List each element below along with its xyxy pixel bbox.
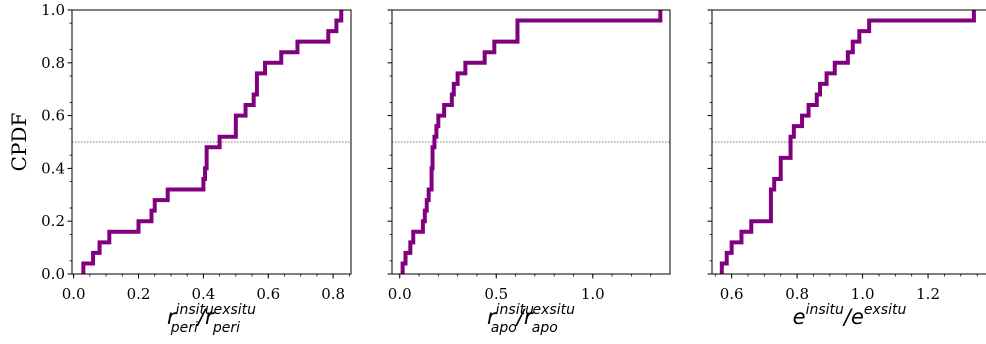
y-tick-label: 0.8 [41, 54, 65, 72]
y-tick-label: 0.0 [41, 265, 65, 283]
x-tick-label: 0.8 [321, 285, 345, 303]
x-tick-label: 0.4 [191, 285, 215, 303]
x-tick-label: 0.8 [785, 285, 809, 303]
axes-frame [712, 10, 986, 274]
panel-1: 0.0 0.2 0.4 0.6 0.8 1.0 0.0 0.2 0.4 0.6 0.8 CPDF rin… [7, 1, 351, 336]
y-axis-label: CPDF [7, 113, 31, 172]
x-tick-label: 1.0 [581, 285, 605, 303]
x-tick-label: 0.0 [388, 285, 412, 303]
y-tick-label: 0.2 [41, 212, 65, 230]
x-tick-label: 1.2 [916, 285, 940, 303]
x-tick-label: 1.0 [851, 285, 875, 303]
cpdf-step-line [83, 10, 341, 274]
y-tick-label: 0.4 [41, 159, 65, 177]
x-tick-label: 0.5 [484, 285, 508, 303]
x-tick-label: 0.0 [62, 285, 86, 303]
panel-3: 0.6 0.8 1.0 1.2 einsitu/eexsitu [708, 10, 986, 329]
x-tick-label: 0.2 [127, 285, 151, 303]
y-tick-label: 0.6 [41, 107, 65, 125]
y-tick-label: 1.0 [41, 1, 65, 19]
x-tick-label: 0.6 [256, 285, 280, 303]
x-axis-label: einsitu/eexsitu [793, 302, 907, 329]
x-tick-label: 0.6 [720, 285, 744, 303]
